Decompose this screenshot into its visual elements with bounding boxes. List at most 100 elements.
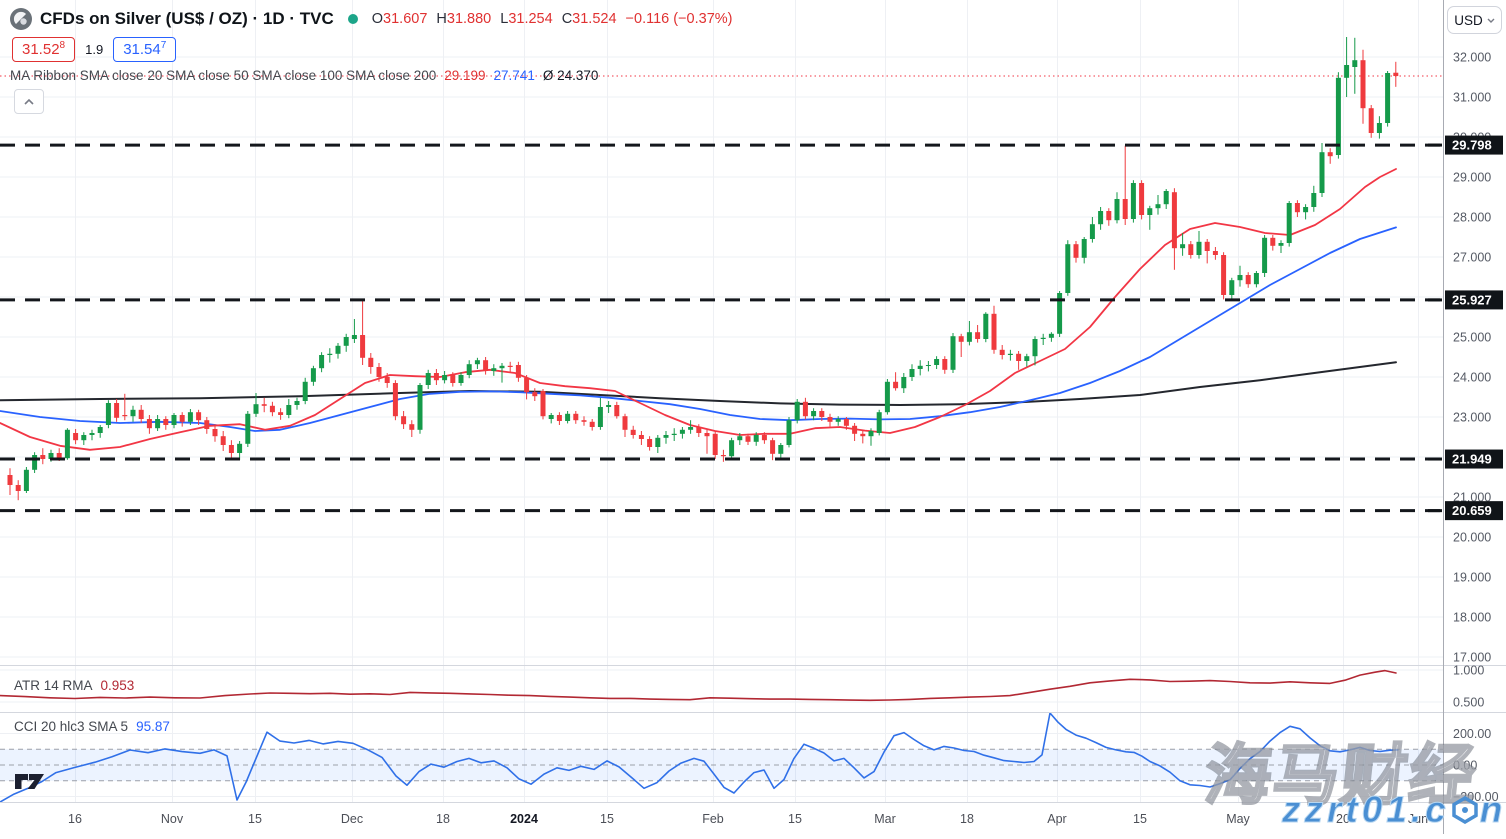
candle bbox=[1114, 192, 1120, 224]
candle bbox=[130, 405, 136, 422]
market-status-dot[interactable] bbox=[347, 14, 358, 24]
ohlc-values: O31.607 H31.880 L31.254 C31.524 −0.116 (… bbox=[371, 11, 733, 27]
svg-text:Dec: Dec bbox=[341, 812, 363, 826]
candle bbox=[1237, 265, 1243, 287]
candle bbox=[458, 372, 464, 386]
svg-text:17.000: 17.000 bbox=[1453, 651, 1491, 665]
svg-text:27.000: 27.000 bbox=[1453, 251, 1491, 265]
svg-text:15: 15 bbox=[600, 812, 614, 826]
candle bbox=[15, 480, 21, 501]
svg-text:29.798: 29.798 bbox=[1452, 138, 1492, 153]
candle bbox=[1122, 145, 1128, 225]
candle bbox=[360, 299, 366, 365]
svg-text:25.927: 25.927 bbox=[1452, 292, 1492, 307]
candle bbox=[565, 411, 571, 424]
candle bbox=[778, 443, 784, 460]
candle bbox=[343, 333, 349, 352]
svg-text:19.000: 19.000 bbox=[1453, 571, 1491, 585]
currency-selector[interactable]: USD bbox=[1447, 6, 1502, 34]
candle bbox=[499, 363, 505, 383]
candle bbox=[1065, 240, 1071, 296]
candle bbox=[540, 389, 546, 420]
chevron-up-icon bbox=[24, 98, 34, 105]
candle bbox=[1385, 71, 1391, 127]
candle bbox=[1155, 195, 1161, 215]
site-watermark: zzrt01. c n bbox=[1281, 789, 1506, 831]
candle bbox=[1180, 233, 1186, 256]
candle bbox=[573, 411, 579, 424]
candle bbox=[770, 437, 776, 461]
svg-text:20: 20 bbox=[1336, 812, 1350, 826]
tradingview-logo[interactable] bbox=[14, 771, 46, 795]
candle bbox=[401, 411, 407, 429]
candle bbox=[228, 440, 234, 459]
candle bbox=[1196, 231, 1202, 259]
candle bbox=[1032, 336, 1038, 366]
symbol-title[interactable]: CFDs on Silver (US$ / OZ) · 1D · TVC bbox=[40, 9, 334, 28]
level-price-tags: 29.798 25.927 21.949 20.659 bbox=[1428, 135, 1503, 521]
candle bbox=[532, 388, 538, 401]
svg-text:0.00: 0.00 bbox=[1453, 759, 1477, 773]
svg-text:32.000: 32.000 bbox=[1453, 51, 1491, 65]
candle bbox=[893, 372, 899, 391]
candle bbox=[753, 432, 759, 446]
candle bbox=[204, 417, 210, 434]
price-axis-labels[interactable]: 32.00031.00030.00029.00028.00027.00025.0… bbox=[1453, 51, 1499, 805]
candle bbox=[1040, 333, 1046, 345]
candle bbox=[7, 468, 13, 495]
candle bbox=[794, 399, 800, 424]
buy-button[interactable]: 31.547 bbox=[113, 37, 177, 62]
candle bbox=[138, 405, 144, 423]
candle bbox=[556, 412, 562, 425]
svg-text:15: 15 bbox=[248, 812, 262, 826]
candle bbox=[548, 413, 554, 424]
candle bbox=[688, 420, 694, 434]
candle bbox=[196, 409, 202, 425]
cci-label[interactable]: CCI 20 hlc3 SMA 5 bbox=[14, 719, 129, 734]
time-axis-labels[interactable]: 16 Nov 15 Dec 18 2024 15 Feb 15 Mar 18 Apr 15 May 20 Ju… bbox=[68, 812, 1428, 826]
candle bbox=[655, 435, 661, 453]
svg-text:Apr: Apr bbox=[1047, 812, 1066, 826]
sma50-value: 27.741 bbox=[493, 68, 535, 83]
ma-ribbon-label[interactable]: MA Ribbon SMA close 20 SMA close 50 SMA … bbox=[10, 68, 437, 83]
candle bbox=[1016, 351, 1022, 370]
candle bbox=[581, 416, 587, 426]
candle bbox=[720, 449, 726, 462]
candle bbox=[1253, 271, 1259, 288]
candle bbox=[1360, 49, 1366, 124]
candle bbox=[1221, 252, 1227, 300]
collapse-legend-button[interactable] bbox=[14, 89, 44, 114]
chevron-down-icon bbox=[1487, 18, 1495, 23]
svg-text:Mar: Mar bbox=[874, 812, 896, 826]
candle bbox=[483, 357, 489, 375]
candle bbox=[466, 360, 472, 379]
candle bbox=[1171, 188, 1177, 270]
sma-avg-value: Ø 24.370 bbox=[542, 68, 599, 83]
candle bbox=[187, 409, 193, 425]
candle bbox=[253, 393, 259, 417]
sell-button[interactable]: 31.528 bbox=[12, 37, 76, 62]
svg-text:21.949: 21.949 bbox=[1452, 452, 1492, 467]
candle bbox=[1229, 277, 1235, 299]
candle bbox=[606, 401, 612, 413]
candle bbox=[901, 373, 907, 393]
hexagon-logo-icon bbox=[1451, 796, 1478, 824]
candle bbox=[310, 365, 316, 386]
candle bbox=[819, 408, 825, 421]
candle bbox=[327, 348, 333, 363]
candle bbox=[1089, 217, 1095, 243]
candle bbox=[105, 400, 111, 429]
candle bbox=[597, 397, 603, 430]
candle bbox=[384, 373, 390, 388]
price-axis[interactable] bbox=[1443, 0, 1506, 802]
candle bbox=[212, 424, 218, 442]
candle bbox=[278, 408, 284, 420]
svg-text:29.000: 29.000 bbox=[1453, 171, 1491, 185]
candle bbox=[1212, 247, 1218, 260]
candle bbox=[811, 408, 817, 421]
cci-line bbox=[0, 712, 1399, 803]
candle bbox=[827, 413, 833, 427]
atr-label[interactable]: ATR 14 RMA bbox=[14, 678, 93, 693]
candle bbox=[425, 369, 431, 389]
